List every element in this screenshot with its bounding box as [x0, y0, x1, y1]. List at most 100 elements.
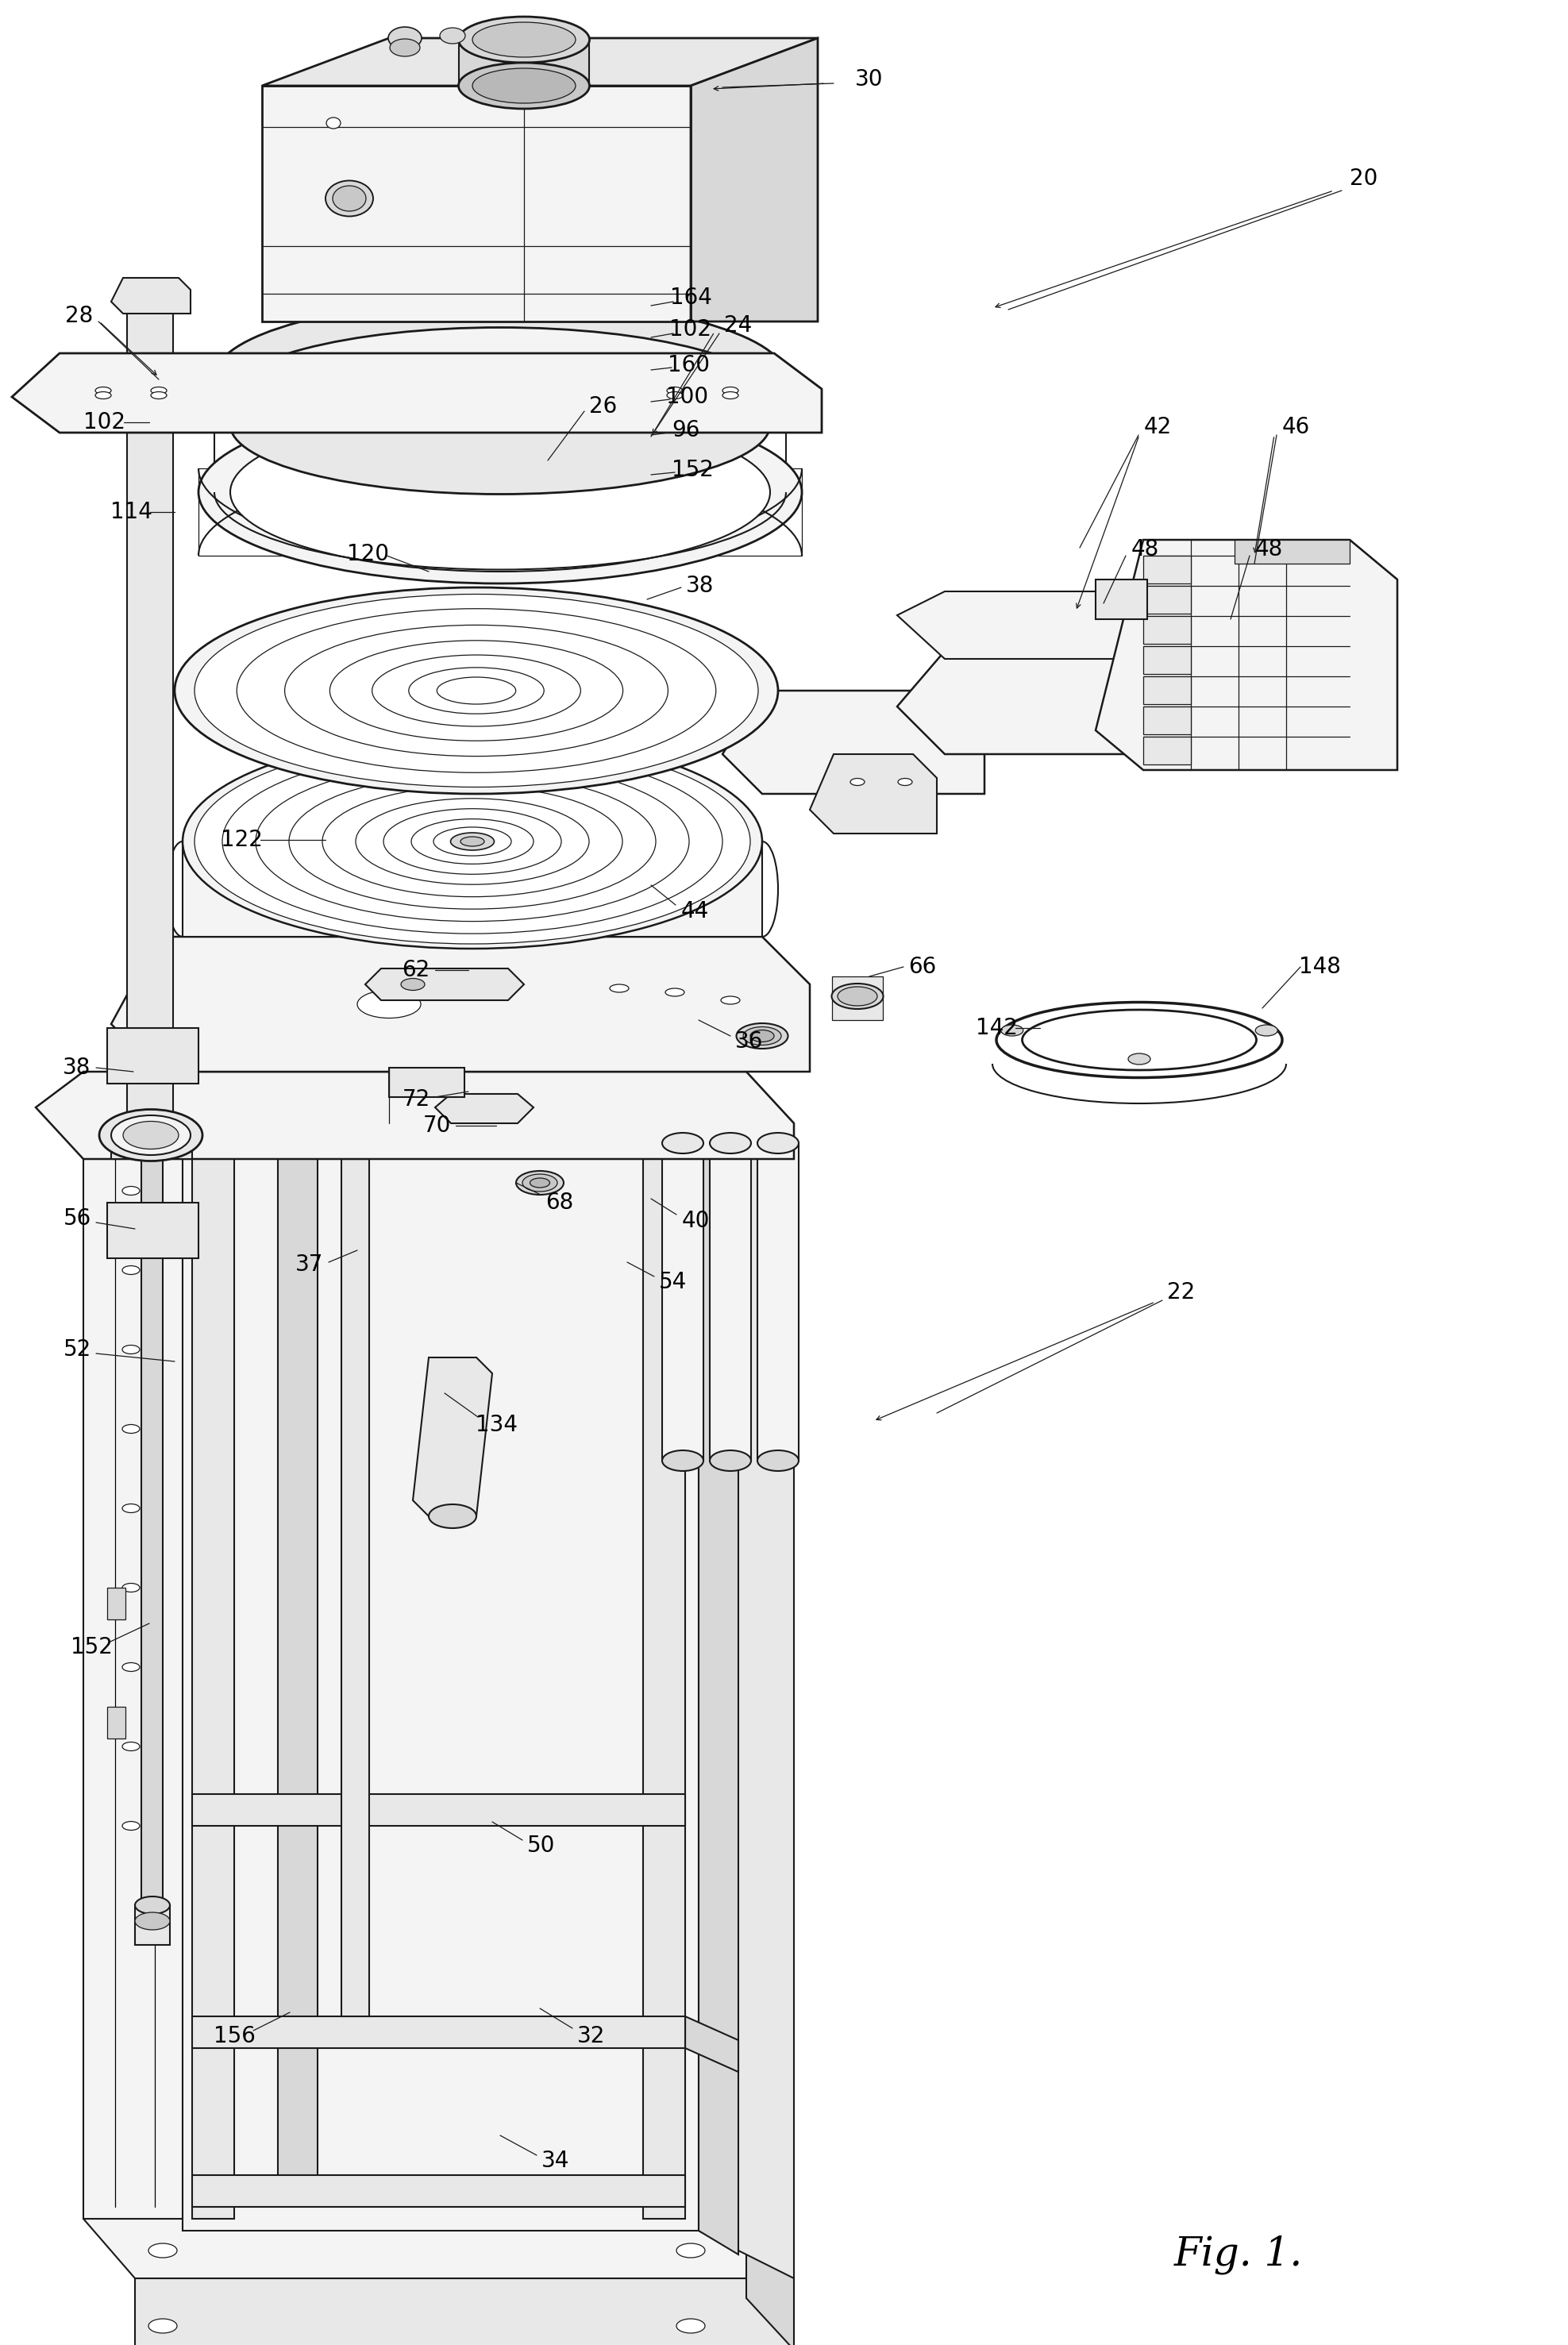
Ellipse shape: [122, 1663, 140, 1672]
Polygon shape: [1350, 539, 1397, 769]
Text: 62: 62: [401, 959, 430, 980]
Polygon shape: [746, 1072, 793, 1158]
Ellipse shape: [96, 387, 111, 394]
Ellipse shape: [194, 593, 759, 788]
Polygon shape: [946, 692, 985, 795]
Text: 42: 42: [1143, 415, 1171, 439]
Polygon shape: [262, 38, 818, 87]
Polygon shape: [662, 1142, 704, 1461]
Polygon shape: [412, 1358, 492, 1517]
Ellipse shape: [230, 354, 770, 495]
Ellipse shape: [441, 28, 466, 45]
Text: 50: 50: [527, 1834, 555, 1857]
Text: 56: 56: [63, 1208, 91, 1229]
Polygon shape: [107, 1027, 199, 1083]
Polygon shape: [365, 968, 524, 1001]
Text: 24: 24: [724, 314, 753, 338]
Ellipse shape: [151, 387, 166, 394]
Polygon shape: [193, 1794, 685, 1827]
Text: 102: 102: [670, 319, 712, 340]
Ellipse shape: [666, 392, 682, 399]
Text: 114: 114: [110, 502, 152, 523]
Ellipse shape: [450, 832, 494, 851]
Ellipse shape: [1022, 1011, 1256, 1069]
Text: 142: 142: [975, 1018, 1018, 1039]
Text: 48: 48: [1131, 539, 1159, 560]
Polygon shape: [1143, 586, 1190, 614]
Polygon shape: [135, 2279, 793, 2345]
Text: 152: 152: [71, 1637, 113, 1658]
Ellipse shape: [122, 1121, 179, 1149]
Ellipse shape: [199, 401, 801, 584]
Ellipse shape: [757, 1449, 798, 1470]
Ellipse shape: [122, 1187, 140, 1196]
Polygon shape: [757, 1142, 798, 1461]
Text: 148: 148: [1298, 957, 1341, 978]
Ellipse shape: [662, 1449, 704, 1470]
Polygon shape: [459, 40, 590, 87]
Polygon shape: [762, 936, 809, 1072]
Polygon shape: [723, 692, 985, 795]
Polygon shape: [1234, 539, 1350, 563]
Polygon shape: [1143, 647, 1190, 673]
Polygon shape: [809, 755, 936, 832]
Ellipse shape: [149, 2244, 177, 2258]
Ellipse shape: [710, 1449, 751, 1470]
Polygon shape: [746, 2218, 793, 2345]
Text: 46: 46: [1281, 415, 1309, 439]
Ellipse shape: [610, 985, 629, 992]
Text: Fig. 1.: Fig. 1.: [1174, 2235, 1303, 2275]
Text: 120: 120: [347, 544, 389, 565]
Ellipse shape: [326, 181, 373, 216]
Polygon shape: [699, 1095, 739, 2254]
Polygon shape: [342, 1158, 368, 2017]
Ellipse shape: [1000, 1025, 1024, 1036]
Text: 40: 40: [682, 1210, 709, 1231]
Polygon shape: [1096, 579, 1148, 619]
Ellipse shape: [111, 1116, 191, 1156]
Text: 36: 36: [735, 1029, 764, 1053]
Text: 102: 102: [83, 410, 125, 434]
Ellipse shape: [151, 392, 166, 399]
Polygon shape: [1143, 706, 1190, 734]
Polygon shape: [111, 1119, 193, 1158]
Ellipse shape: [149, 2319, 177, 2333]
Polygon shape: [107, 1203, 199, 1259]
Polygon shape: [193, 2017, 685, 2047]
Polygon shape: [13, 354, 822, 431]
Polygon shape: [775, 354, 822, 431]
Text: 32: 32: [577, 2026, 605, 2047]
Polygon shape: [107, 1707, 125, 1738]
Polygon shape: [36, 1072, 793, 1158]
Ellipse shape: [530, 1177, 550, 1187]
Ellipse shape: [1256, 1025, 1278, 1036]
Ellipse shape: [122, 1503, 140, 1513]
Ellipse shape: [723, 392, 739, 399]
Ellipse shape: [122, 1742, 140, 1752]
Ellipse shape: [332, 185, 365, 211]
Ellipse shape: [326, 117, 340, 129]
Text: 66: 66: [908, 957, 936, 978]
Polygon shape: [199, 469, 801, 556]
Text: 28: 28: [66, 305, 94, 326]
Text: 96: 96: [673, 420, 699, 441]
Text: 68: 68: [546, 1191, 574, 1215]
Ellipse shape: [522, 1175, 557, 1191]
Polygon shape: [710, 1142, 751, 1461]
Polygon shape: [1143, 736, 1190, 764]
Text: 26: 26: [590, 396, 618, 417]
Ellipse shape: [676, 2244, 706, 2258]
Text: 160: 160: [668, 354, 710, 375]
Ellipse shape: [458, 16, 590, 63]
Ellipse shape: [996, 1001, 1283, 1079]
Text: 52: 52: [63, 1339, 91, 1360]
Ellipse shape: [850, 779, 864, 786]
Ellipse shape: [122, 1583, 140, 1592]
Text: 156: 156: [213, 2026, 256, 2047]
Text: 70: 70: [423, 1114, 450, 1137]
Polygon shape: [83, 2218, 793, 2279]
Polygon shape: [127, 281, 172, 1151]
Ellipse shape: [472, 21, 575, 56]
Ellipse shape: [390, 40, 420, 56]
Text: 38: 38: [687, 575, 715, 598]
